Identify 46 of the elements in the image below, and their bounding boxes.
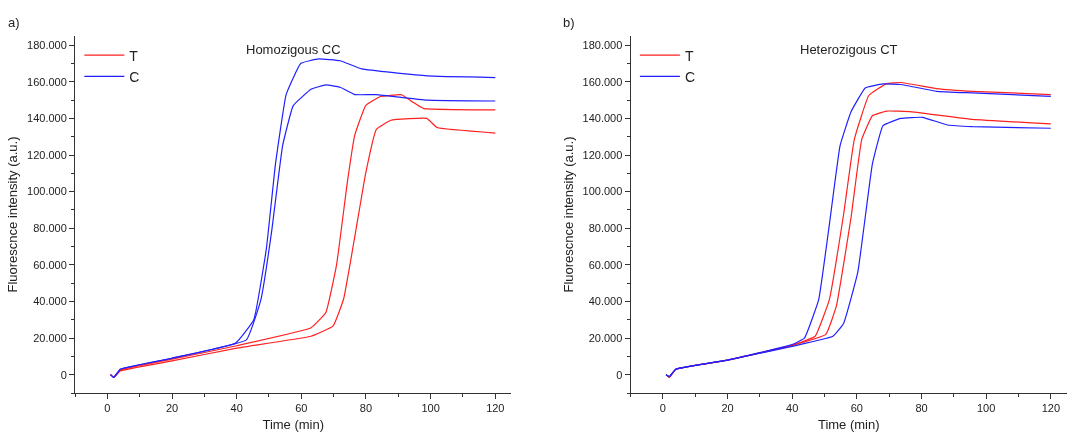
x-tick-label: 40 [230,402,243,415]
y-tick-label: 120.000 [582,148,623,161]
y-tick-label: 100.000 [27,185,67,198]
y-tick-label: 160.000 [582,75,623,88]
y-tick-label: 140.000 [27,112,67,125]
y-tick-label: 160.000 [27,75,67,88]
y-tick-label: 80.000 [588,222,623,235]
x-tick-label: 0 [104,402,111,415]
legend-label: T [684,47,694,64]
x-tick-label: 80 [359,402,373,415]
x-tick-label: 40 [786,402,799,415]
x-tick-label: 120 [486,402,505,415]
text: b) [563,15,575,30]
y-tick-label: 60.000 [33,258,67,271]
text: Heterozigous CT [800,42,898,57]
x-tick-label: 60 [850,402,863,415]
y-tick-label: 120.000 [27,148,67,161]
y-tick-label: 180.000 [582,39,623,51]
x-tick-label: 60 [295,402,308,415]
y-tick-label: 140.000 [582,112,623,125]
x-tick-label: 100 [421,402,440,415]
x-tick-label: 20 [165,402,179,415]
y-tick-label: 60.000 [588,258,623,271]
y-tick-label: 20.000 [588,331,623,344]
legend-label: C [684,68,696,85]
y-tick-label: 0 [60,368,67,381]
x-tick-label: 20 [721,402,734,415]
y-tick-label: 20.000 [33,331,67,344]
x-tick-label: 80 [915,402,928,415]
y-tick-label: 40.000 [588,295,623,308]
text: Homozigous CC [246,42,341,57]
x-axis-title: Time (min) [262,416,325,432]
y-axis-title: Fluorescnce intensity (a.u.) [560,136,576,293]
y-tick-label: 180.000 [27,39,67,51]
legend-label: C [129,68,140,85]
text: a) [8,15,20,30]
y-axis-title: Fluorescnce intensity (a.u.) [4,136,20,293]
legend-label: T [129,47,139,64]
x-tick-label: 120 [1041,402,1061,415]
y-tick-label: 0 [616,368,623,381]
y-tick-label: 40.000 [33,295,67,308]
x-tick-label: 0 [659,402,666,415]
y-tick-label: 80.000 [33,222,67,235]
x-axis-title: Time (min) [817,416,880,432]
x-tick-label: 100 [976,402,996,415]
y-tick-label: 100.000 [582,185,623,198]
